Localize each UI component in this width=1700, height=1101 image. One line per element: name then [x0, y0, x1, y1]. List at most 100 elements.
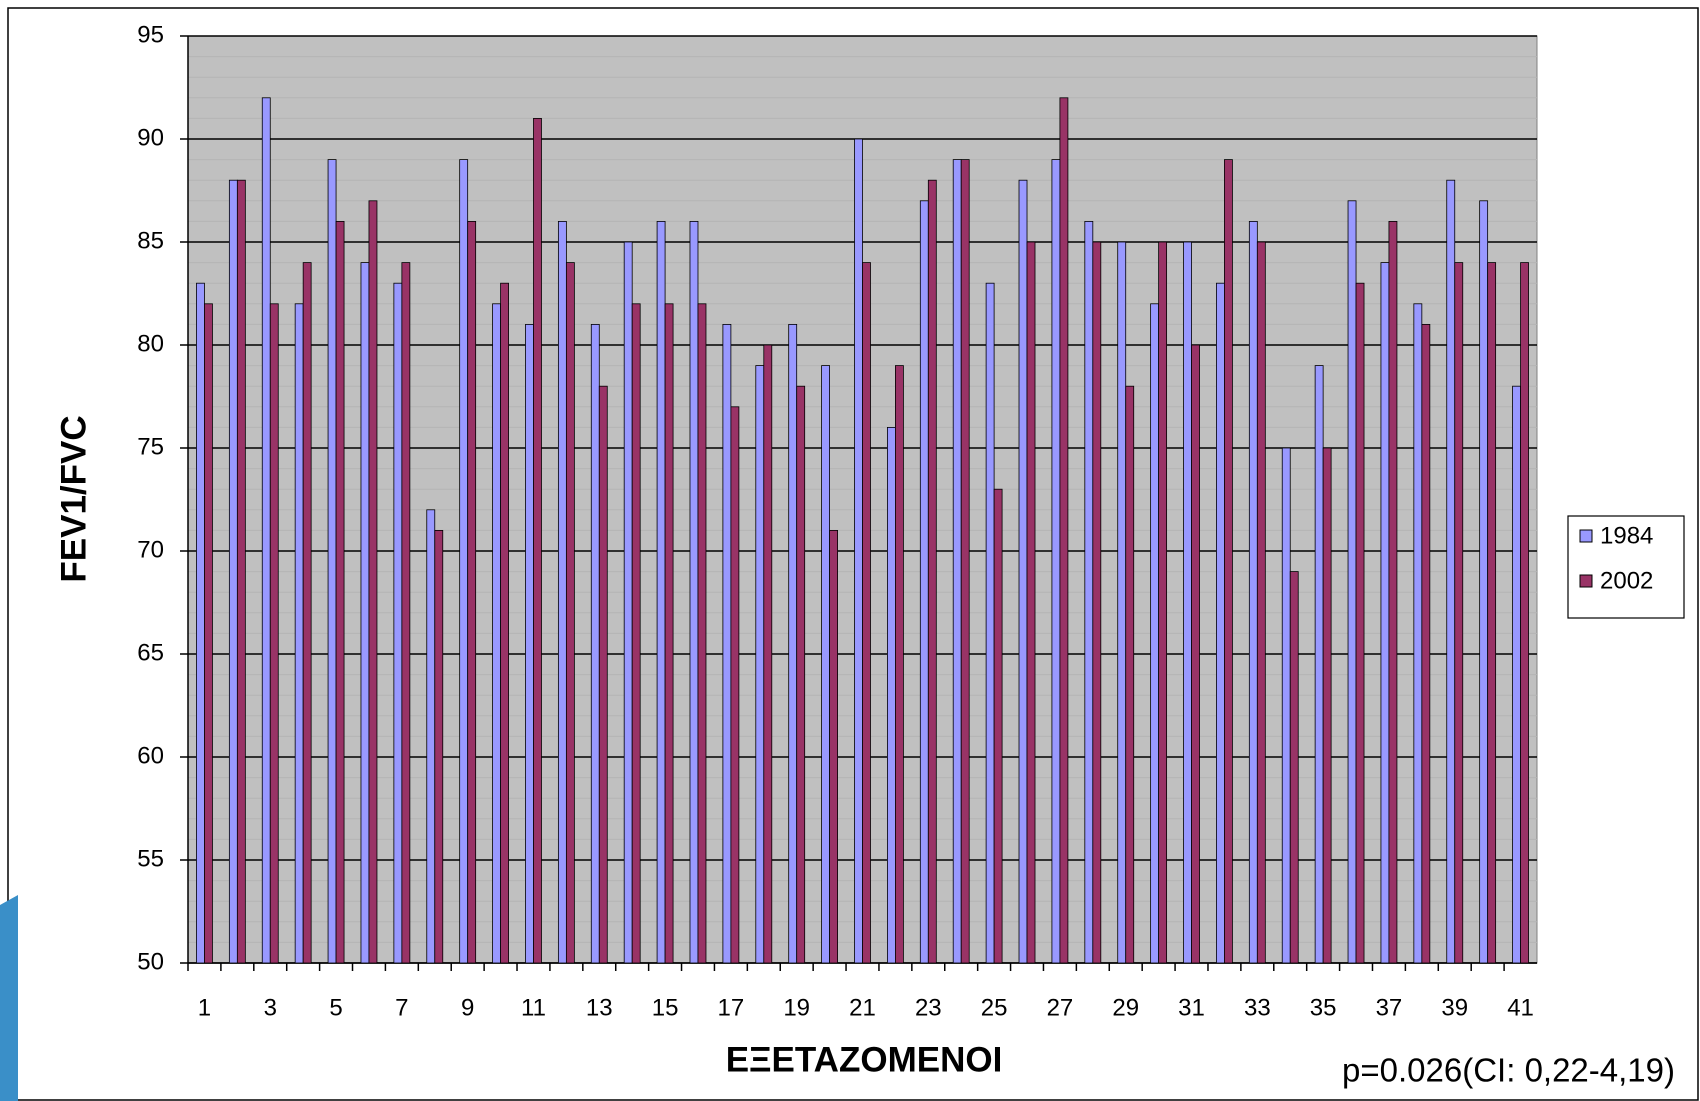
bar [664, 303, 674, 964]
bar [730, 406, 740, 964]
bar [1512, 385, 1521, 964]
bar [1117, 241, 1127, 964]
bar [1281, 447, 1291, 964]
bar [887, 426, 896, 964]
bar [1018, 179, 1028, 964]
bar [763, 344, 773, 964]
bar [196, 282, 205, 964]
x-tick-label: 41 [1507, 994, 1534, 1021]
x-tick-label: 19 [783, 994, 810, 1021]
bar [1051, 159, 1061, 964]
bar [1289, 571, 1299, 964]
x-tick-label: 1 [198, 994, 211, 1021]
bar [236, 179, 246, 964]
bar [927, 179, 937, 964]
legend-swatch [1579, 529, 1593, 543]
bar [722, 323, 732, 964]
bar [1191, 344, 1200, 964]
annotation: p=0.026(CI: 0,22-4,19) [1342, 1052, 1675, 1089]
bar [1224, 159, 1233, 964]
bar [426, 509, 436, 964]
bar [1059, 97, 1069, 964]
bar [1520, 262, 1529, 964]
bar [821, 365, 830, 964]
bar [1322, 447, 1332, 964]
bar [631, 303, 641, 964]
y-tick-label: 80 [137, 330, 164, 357]
y-tick-label: 75 [137, 433, 164, 460]
bar [533, 118, 542, 964]
x-tick-label: 23 [915, 994, 942, 1021]
y-axis-title: FEV1/FVC [54, 415, 93, 582]
bar [467, 220, 477, 964]
bar [689, 220, 699, 964]
bar [1256, 241, 1266, 964]
decoration [0, 895, 18, 1101]
bar [434, 530, 444, 964]
x-tick-label: 31 [1178, 994, 1205, 1021]
bar [1347, 200, 1357, 964]
x-tick-label: 33 [1244, 994, 1271, 1021]
bar [1421, 323, 1431, 964]
bar [557, 220, 567, 964]
bar [1355, 282, 1365, 964]
bar [228, 179, 238, 964]
x-tick-label: 15 [652, 994, 679, 1021]
bar [895, 365, 904, 964]
x-tick-label: 39 [1441, 994, 1468, 1021]
bar [1479, 200, 1489, 964]
bar [788, 323, 798, 964]
legend-label: 2002 [1600, 567, 1653, 594]
bar [796, 385, 806, 964]
bar [1150, 303, 1160, 964]
x-tick-label: 21 [849, 994, 876, 1021]
bar [1248, 220, 1258, 964]
x-tick-label: 13 [586, 994, 613, 1021]
bar [565, 262, 575, 964]
bar [269, 303, 279, 964]
bar [360, 262, 370, 964]
bar [459, 159, 469, 964]
bar [294, 303, 304, 964]
bar [623, 241, 633, 964]
bar [1026, 241, 1036, 964]
bar [1446, 179, 1456, 964]
bar [854, 138, 863, 964]
x-axis-title: ΕΞΕΤΑΖΟΜΕΝΟΙ [726, 1040, 1003, 1079]
x-tick-label: 35 [1310, 994, 1337, 1021]
bar [261, 97, 271, 964]
x-tick-label: 17 [718, 994, 745, 1021]
bar [204, 303, 213, 964]
y-tick-label: 60 [137, 742, 164, 769]
bar [755, 365, 765, 964]
legend-label: 1984 [1600, 522, 1653, 549]
bar [1158, 241, 1168, 964]
bar [993, 488, 1003, 964]
bar [1183, 241, 1192, 964]
y-tick-label: 65 [137, 639, 164, 666]
bar [1380, 262, 1390, 964]
bar [1125, 385, 1135, 964]
x-tick-label: 11 [521, 994, 546, 1021]
x-tick-label: 7 [395, 994, 408, 1021]
y-tick-label: 55 [137, 845, 164, 872]
bar [1388, 220, 1398, 964]
y-tick-label: 50 [137, 948, 164, 975]
legend-swatch [1579, 574, 1593, 588]
bar [1092, 241, 1102, 964]
bar [492, 303, 501, 964]
bar [985, 282, 995, 964]
bar [1454, 262, 1464, 964]
bar [598, 385, 608, 964]
bar [656, 220, 666, 964]
bar [393, 282, 403, 964]
bar [1314, 365, 1324, 964]
bar [697, 303, 707, 964]
x-tick-label: 9 [461, 994, 474, 1021]
y-tick-label: 90 [137, 124, 164, 151]
x-tick-label: 3 [264, 994, 277, 1021]
bar [1216, 282, 1225, 964]
bar [1413, 303, 1423, 964]
x-tick-label: 27 [1047, 994, 1074, 1021]
